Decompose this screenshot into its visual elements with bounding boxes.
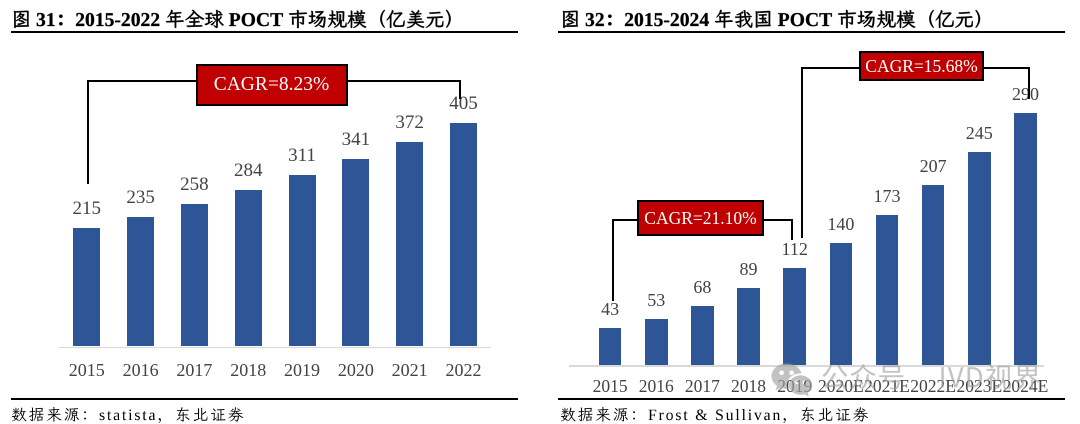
tick-label-2017: 2017 xyxy=(684,375,720,396)
bar-2015 xyxy=(598,327,622,365)
value-label-2022E: 207 xyxy=(919,156,947,177)
tick-label-2021: 2021 xyxy=(391,359,428,380)
value-label-2021: 372 xyxy=(395,111,424,133)
value-label-2019: 311 xyxy=(288,145,316,167)
bar-2021E xyxy=(875,214,899,365)
bar-2021 xyxy=(396,141,424,347)
tick-label-2019: 2019 xyxy=(284,359,321,380)
bar-2022E xyxy=(921,185,945,365)
x-axis-line xyxy=(569,365,1044,367)
tick-label-2024E: 2024E xyxy=(1002,375,1049,396)
tick-label-2015: 2015 xyxy=(592,375,628,396)
value-label-2015: 215 xyxy=(72,198,102,220)
chart1-title-text-glyphs xyxy=(13,9,451,29)
cagr-bracket-left-drop xyxy=(611,219,614,301)
cagr-bracket-right-drop xyxy=(459,80,461,99)
x-axis-line xyxy=(59,346,491,349)
tick-label-2020: 2020 xyxy=(337,359,374,380)
bar-2020 xyxy=(342,158,370,347)
bar-2017 xyxy=(691,305,714,365)
tick-label-2016: 2016 xyxy=(122,359,159,380)
chart2-title-underline xyxy=(558,30,1065,33)
bar-2018 xyxy=(234,190,262,347)
bar-2017 xyxy=(180,204,208,347)
tick-label-2018: 2018 xyxy=(731,375,767,396)
bar-2022 xyxy=(449,123,477,347)
bar-2024E xyxy=(1014,113,1037,365)
cagr-callout: CAGR=15.68% xyxy=(859,51,984,81)
tick-label-2015: 2015 xyxy=(68,359,105,380)
bar-2015 xyxy=(73,228,101,347)
value-label-2017: 68 xyxy=(693,276,712,297)
bar-2020E xyxy=(829,243,853,365)
cagr-bracket-right-drop xyxy=(1028,67,1030,99)
value-label-2019: 112 xyxy=(781,238,808,259)
cagr-bracket-left-drop xyxy=(87,80,90,184)
value-label-2023E: 245 xyxy=(965,123,993,144)
value-label-2016: 235 xyxy=(126,187,155,208)
tick-label-2016: 2016 xyxy=(638,375,674,396)
value-label-2024E: 290 xyxy=(1011,84,1039,105)
chart2-source-text-glyphs xyxy=(560,406,869,424)
bar-2023E xyxy=(968,152,991,365)
tick-label-2018: 2018 xyxy=(230,359,267,380)
bar-2018 xyxy=(737,287,760,365)
bar-2016 xyxy=(127,217,155,347)
tick-label-2022: 2022 xyxy=(445,359,482,380)
value-label-2022: 405 xyxy=(449,93,478,115)
value-label-2015: 43 xyxy=(601,298,620,319)
cagr-callout: CAGR=21.10% xyxy=(637,200,764,236)
cagr-callout: CAGR=8.23% xyxy=(195,64,348,106)
bar-2019 xyxy=(288,175,316,347)
value-label-2018: 284 xyxy=(233,160,263,182)
chart1-footer-rule xyxy=(11,398,518,400)
bar-2016 xyxy=(645,318,668,365)
chart1-title-underline xyxy=(11,30,518,33)
cagr-bracket-left-drop xyxy=(800,67,803,238)
value-label-2021E: 173 xyxy=(873,185,901,206)
bar-2019 xyxy=(783,267,806,365)
chart2-title-text-glyphs xyxy=(562,9,981,29)
chart2-footer-rule xyxy=(558,398,1065,400)
value-label-2020: 341 xyxy=(341,128,371,150)
tick-label-2017: 2017 xyxy=(176,359,213,380)
value-label-2018: 89 xyxy=(739,258,758,279)
value-label-2017: 258 xyxy=(180,174,209,196)
cagr-bracket-right-drop xyxy=(791,219,794,240)
value-label-2016: 53 xyxy=(647,289,666,310)
value-label-2020E: 140 xyxy=(827,214,855,235)
